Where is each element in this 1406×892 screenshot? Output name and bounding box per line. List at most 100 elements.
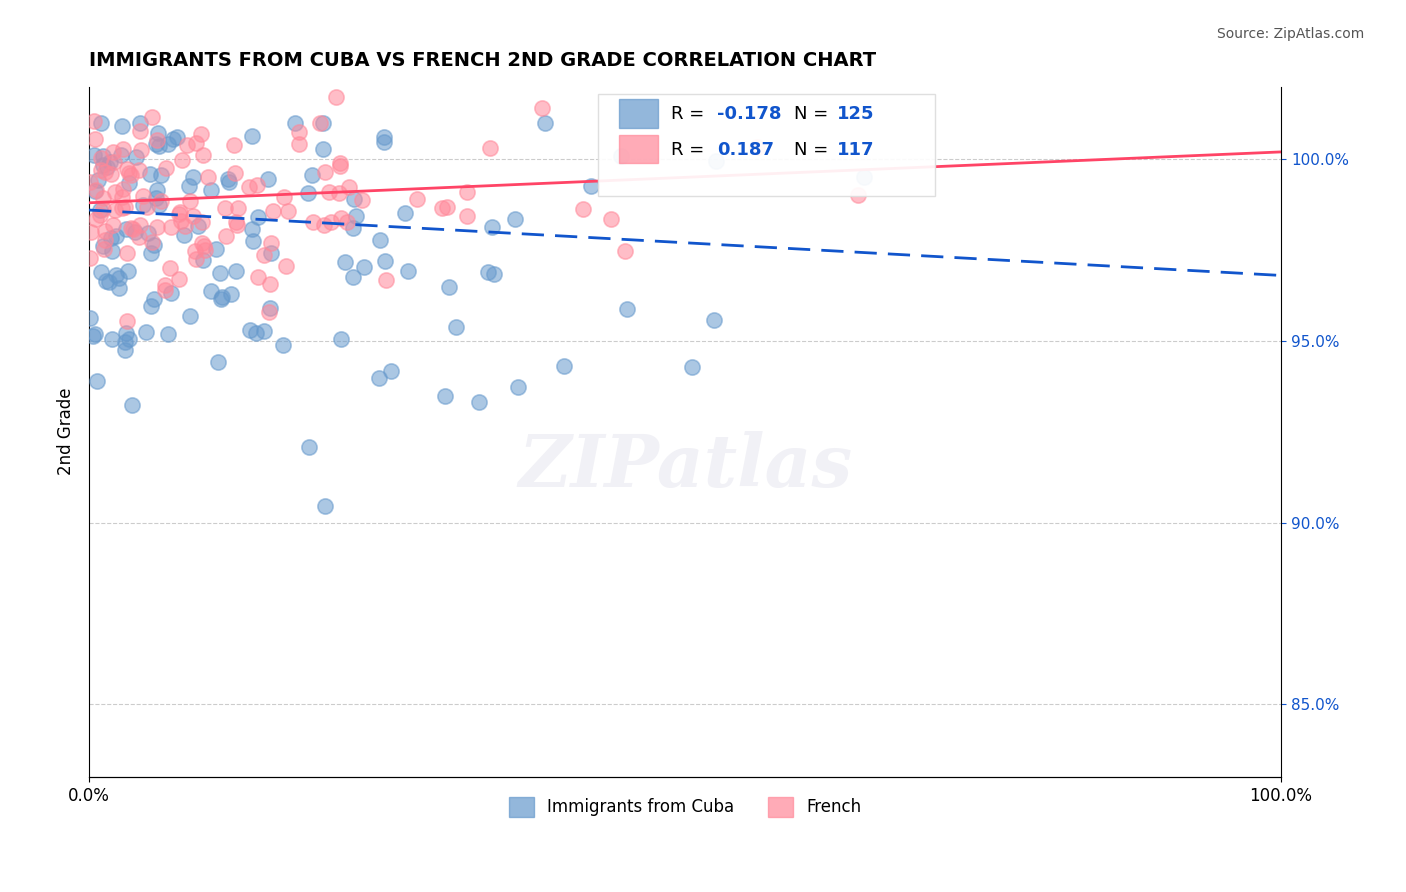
Point — [187, 219, 209, 233]
Point — [228, 201, 250, 215]
Text: IMMIGRANTS FROM CUBA VS FRENCH 2ND GRADE CORRELATION CHART: IMMIGRANTS FROM CUBA VS FRENCH 2ND GRADE… — [89, 51, 876, 70]
Point — [191, 148, 214, 162]
Point — [311, 142, 333, 156]
Point — [128, 229, 150, 244]
Point — [114, 335, 136, 350]
Point — [93, 242, 115, 256]
Point — [114, 326, 136, 340]
Point — [503, 211, 526, 226]
Point — [342, 270, 364, 285]
Point — [86, 173, 108, 187]
Point — [80, 225, 103, 239]
Point — [373, 136, 395, 150]
Point — [120, 221, 142, 235]
Point — [200, 183, 222, 197]
Point — [89, 202, 111, 217]
Point — [398, 264, 420, 278]
Legend: Immigrants from Cuba, French: Immigrants from Cuba, French — [502, 790, 868, 823]
Text: -0.178: -0.178 — [717, 105, 782, 123]
Point — [284, 116, 307, 130]
Point — [308, 116, 330, 130]
Point — [118, 332, 141, 346]
Point — [90, 265, 112, 279]
Point — [112, 182, 135, 196]
Point — [301, 168, 323, 182]
Point — [222, 137, 245, 152]
Point — [353, 260, 375, 275]
Point — [179, 194, 201, 208]
Point — [456, 186, 478, 200]
Point — [190, 215, 212, 229]
Point — [318, 185, 340, 199]
Point — [314, 164, 336, 178]
Point — [329, 211, 352, 226]
Point — [103, 185, 125, 199]
Text: N =: N = — [794, 105, 834, 123]
Point — [153, 283, 176, 297]
Point — [433, 389, 456, 403]
Point — [148, 139, 170, 153]
Point — [571, 202, 593, 216]
Point — [184, 252, 207, 266]
Point — [84, 183, 107, 197]
Point — [98, 154, 121, 169]
Point — [240, 129, 263, 144]
Point — [481, 219, 503, 234]
Point — [101, 145, 124, 159]
Point — [482, 267, 505, 281]
Point — [84, 132, 107, 146]
Point — [226, 219, 249, 233]
Point — [257, 305, 280, 319]
Point — [225, 264, 247, 278]
Point — [194, 243, 217, 257]
Text: R =: R = — [671, 105, 710, 123]
Point — [83, 327, 105, 342]
Point — [337, 180, 360, 194]
Point — [224, 166, 246, 180]
Point — [129, 116, 152, 130]
Point — [169, 205, 191, 219]
Point — [135, 200, 157, 214]
Point — [259, 277, 281, 291]
Point — [262, 203, 284, 218]
Point — [156, 137, 179, 152]
Point — [214, 229, 236, 244]
Point — [274, 259, 297, 273]
Point — [271, 338, 294, 352]
Point — [456, 209, 478, 223]
Point — [157, 326, 180, 341]
Point — [437, 280, 460, 294]
Point — [242, 234, 264, 248]
Point — [253, 248, 276, 262]
Point — [136, 226, 159, 240]
Point — [205, 243, 228, 257]
Point — [111, 190, 134, 204]
Point — [436, 200, 458, 214]
Point — [257, 171, 280, 186]
Point — [745, 140, 768, 154]
Point — [253, 324, 276, 338]
Point — [150, 194, 173, 208]
Point — [238, 323, 260, 337]
Point — [207, 355, 229, 369]
Point — [131, 189, 153, 203]
Point — [190, 128, 212, 142]
Point — [159, 286, 181, 301]
Point — [149, 168, 172, 182]
Point — [153, 278, 176, 293]
Point — [93, 191, 115, 205]
Point — [90, 162, 112, 177]
Point — [159, 219, 181, 234]
Point — [209, 266, 232, 280]
Point — [170, 153, 193, 167]
Point — [321, 215, 343, 229]
Point — [86, 374, 108, 388]
Point — [100, 231, 122, 245]
Text: 0.187: 0.187 — [717, 141, 775, 159]
Text: 117: 117 — [837, 141, 875, 159]
Point — [167, 271, 190, 285]
Point — [478, 141, 501, 155]
Point — [298, 440, 321, 454]
Text: 125: 125 — [837, 105, 875, 123]
Point — [145, 183, 167, 197]
